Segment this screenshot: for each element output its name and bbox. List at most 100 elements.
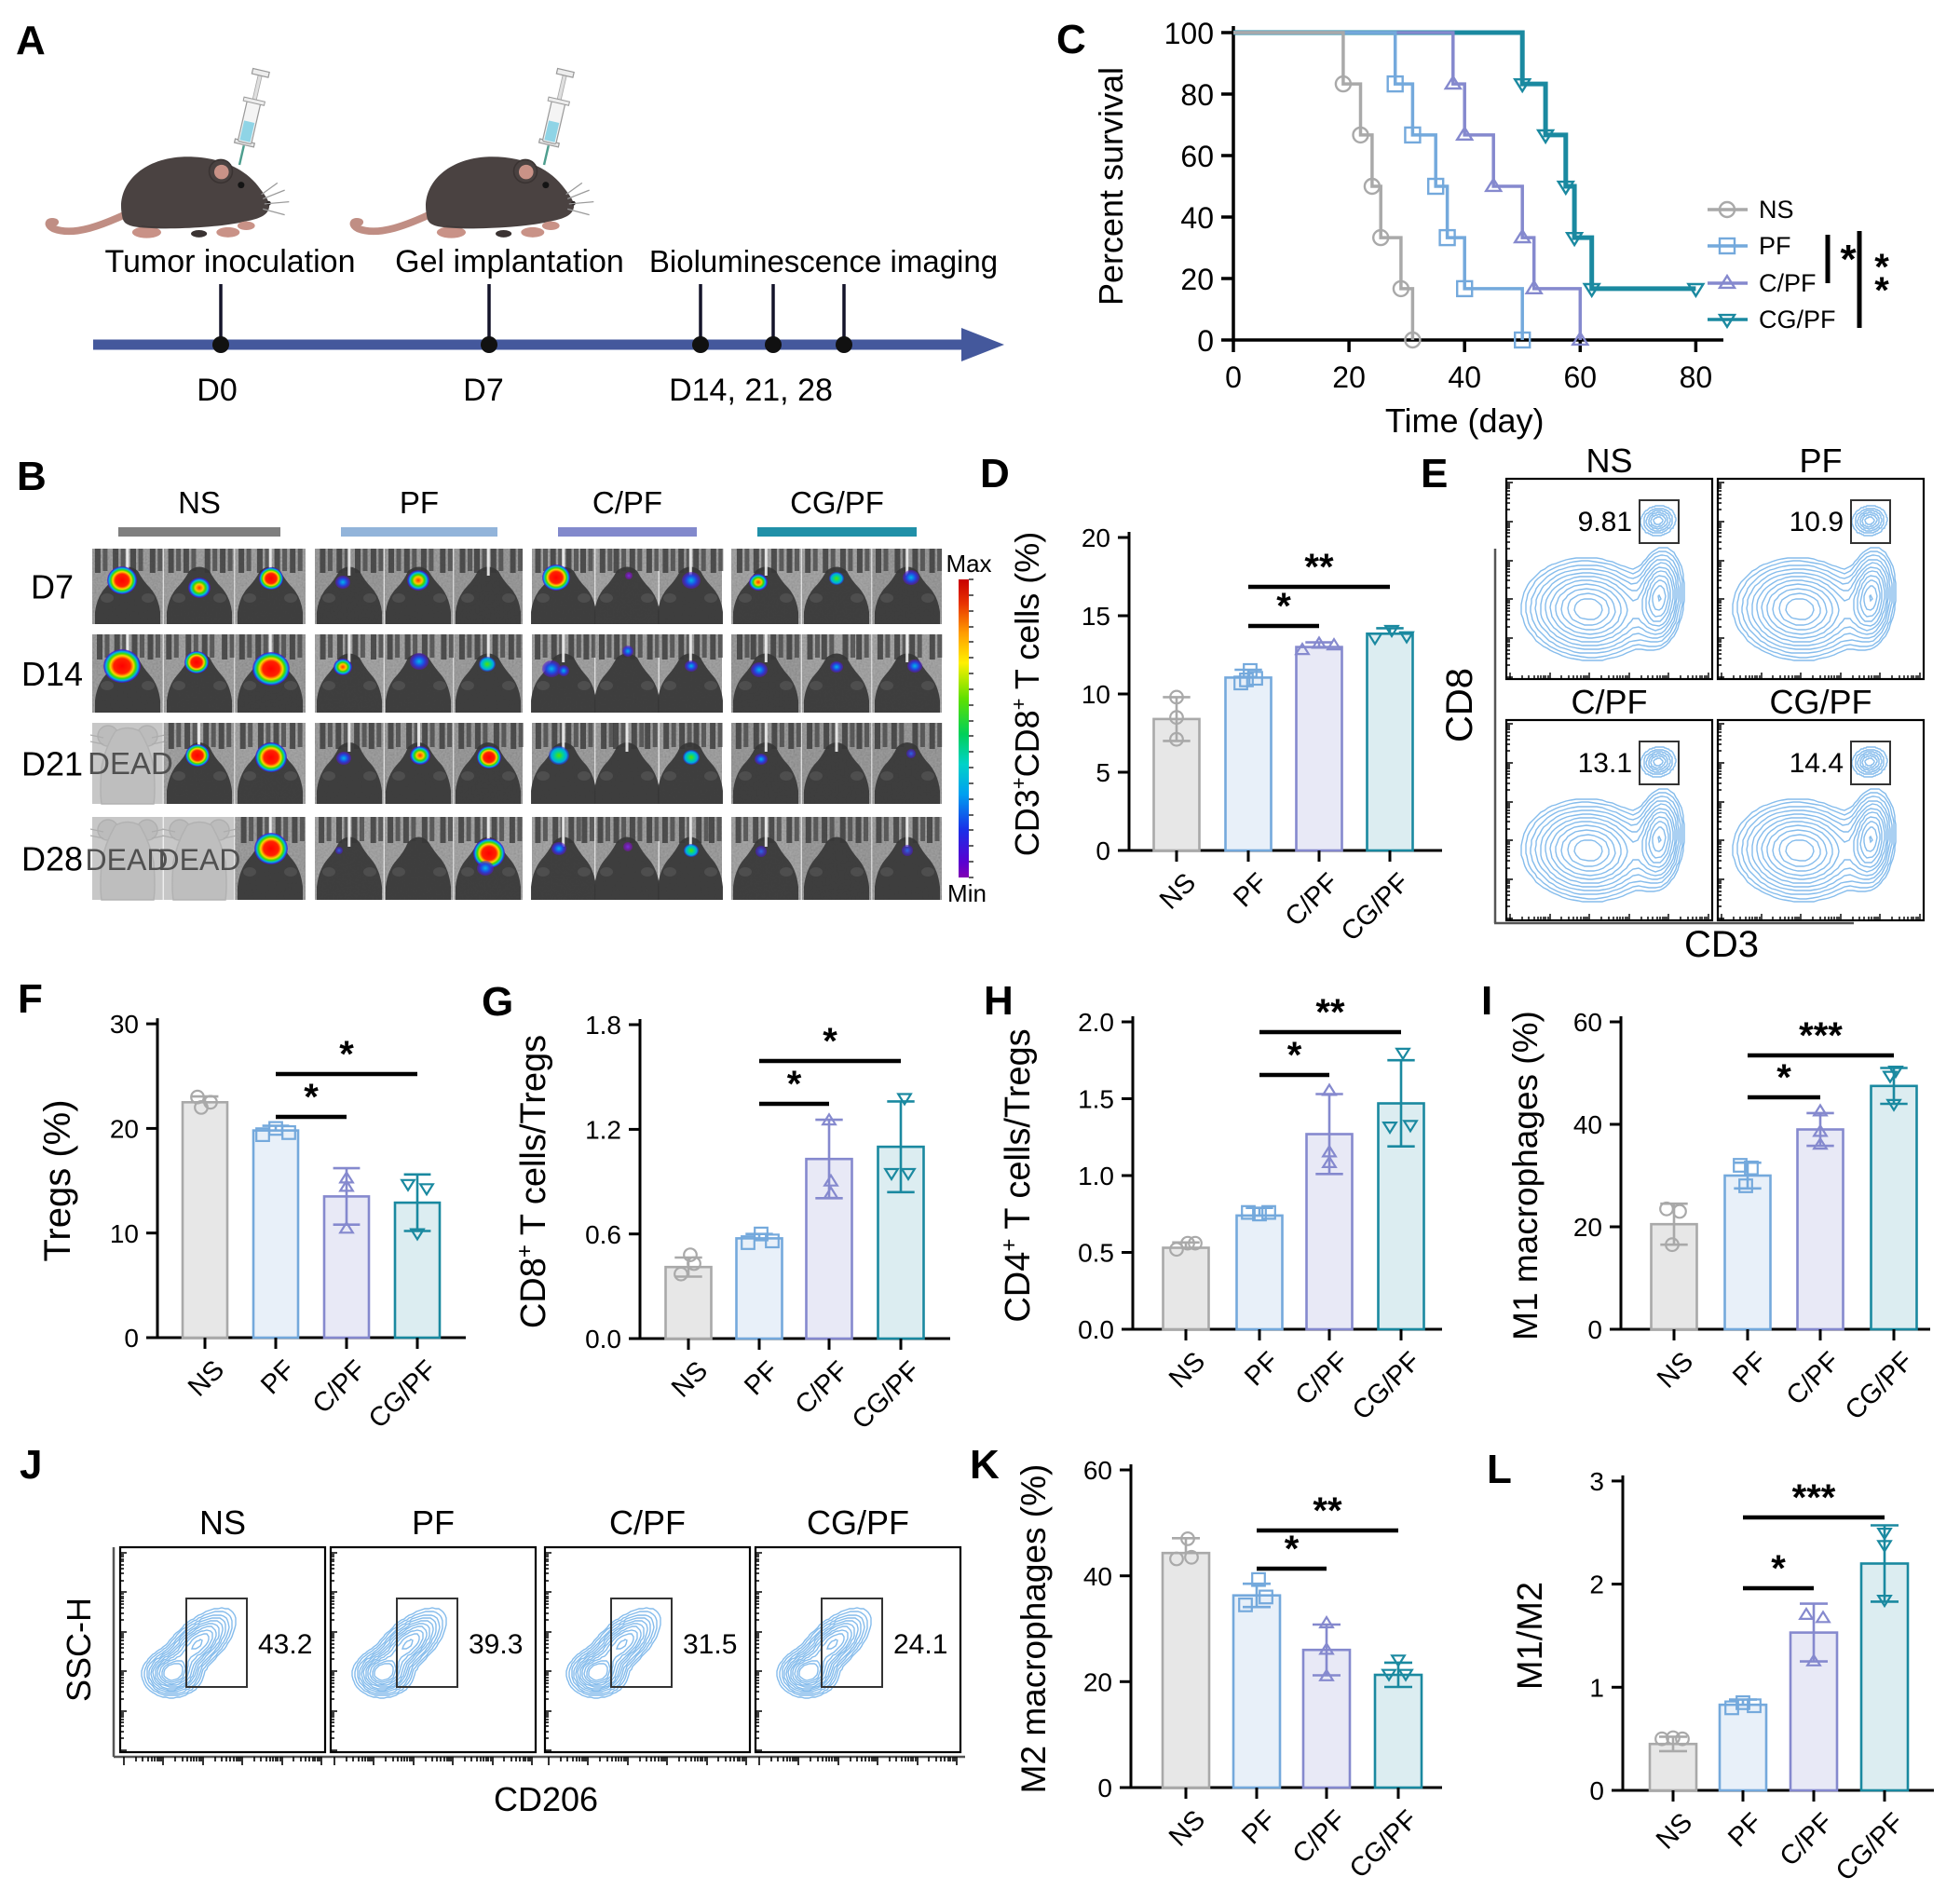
svg-text:G: G [482,979,513,1025]
svg-text:E: E [1421,451,1448,496]
svg-text:***: *** [1792,1477,1836,1518]
svg-text:D7: D7 [31,568,74,606]
svg-text:*: * [1874,270,1889,311]
svg-text:40: 40 [1180,201,1214,235]
svg-text:3: 3 [1589,1467,1604,1496]
svg-text:CD3+​CD8+​ T cells (%): CD3+​CD8+​ T cells (%) [1007,532,1046,856]
svg-text:CD206: CD206 [494,1780,598,1818]
svg-text:20: 20 [110,1115,139,1144]
svg-text:*: * [1276,586,1291,627]
svg-text:*: * [339,1034,354,1075]
svg-text:D21: D21 [21,745,83,783]
svg-text:B: B [17,454,47,499]
svg-text:20: 20 [1083,1667,1112,1696]
svg-text:DEAD: DEAD [158,843,241,877]
svg-text:10: 10 [110,1219,139,1248]
svg-text:5: 5 [1096,758,1110,787]
svg-text:31.5: 31.5 [683,1629,737,1660]
svg-text:80: 80 [1180,78,1214,112]
svg-text:60: 60 [1180,140,1214,173]
svg-text:CD8: CD8 [1439,668,1480,742]
svg-text:C: C [1056,17,1086,62]
svg-text:M2 macrophages (%): M2 macrophages (%) [1014,1464,1053,1794]
svg-text:*: * [1771,1548,1786,1589]
svg-text:NS: NS [1759,196,1794,224]
svg-text:1.5: 1.5 [1078,1085,1114,1114]
svg-text:M1/M2: M1/M2 [1511,1582,1550,1690]
svg-text:Bioluminescence imaging: Bioluminescence imaging [649,244,998,279]
svg-text:*: * [1874,247,1889,288]
svg-text:1: 1 [1589,1673,1604,1702]
svg-text:C/PF: C/PF [592,485,662,520]
svg-text:CG/PF: CG/PF [1769,683,1872,721]
svg-text:CD3: CD3 [1684,924,1759,965]
svg-text:PF: PF [400,485,439,520]
svg-text:60: 60 [1564,360,1598,394]
svg-text:DEAD: DEAD [86,843,169,877]
svg-text:D7: D7 [463,373,503,408]
svg-text:2.0: 2.0 [1078,1008,1114,1037]
svg-text:*: * [823,1021,837,1062]
svg-text:10: 10 [1082,680,1110,709]
svg-text:J: J [20,1442,42,1488]
svg-text:0.5: 0.5 [1078,1239,1114,1268]
svg-text:1.8: 1.8 [585,1011,621,1040]
svg-text:15: 15 [1082,602,1110,631]
svg-text:D28: D28 [21,840,83,878]
svg-text:NS: NS [1586,442,1632,480]
svg-text:*: * [304,1077,319,1118]
svg-text:K: K [970,1442,1000,1488]
svg-text:D0: D0 [197,373,237,408]
svg-text:*: * [1287,1035,1302,1076]
svg-text:H: H [984,978,1014,1024]
svg-text:0.6: 0.6 [585,1220,621,1249]
svg-text:1.2: 1.2 [585,1115,621,1144]
svg-text:30: 30 [110,1010,139,1039]
svg-text:0.0: 0.0 [585,1325,621,1353]
svg-text:DEAD: DEAD [88,746,173,781]
svg-text:*: * [1776,1057,1791,1098]
svg-text:CG/PF: CG/PF [807,1503,909,1542]
svg-text:Tumor inoculation: Tumor inoculation [105,244,356,279]
svg-text:0: 0 [1587,1315,1602,1344]
svg-text:CG/PF: CG/PF [1759,306,1836,333]
svg-text:Time (day): Time (day) [1385,401,1545,440]
svg-text:***: *** [1799,1015,1843,1056]
svg-text:20: 20 [1082,524,1110,552]
svg-text:39.3: 39.3 [469,1629,523,1660]
svg-text:24.1: 24.1 [893,1629,947,1660]
svg-text:Min: Min [947,879,987,907]
svg-text:NS: NS [178,485,221,520]
svg-text:*: * [1285,1529,1300,1570]
svg-text:CD8+​ T cells/Tregs: CD8+​ T cells/Tregs [512,1035,553,1328]
svg-text:0: 0 [1096,836,1110,865]
svg-text:**: ** [1315,992,1345,1033]
svg-text:40: 40 [1083,1562,1112,1591]
svg-text:A: A [16,18,46,63]
svg-text:*: * [1840,237,1857,282]
svg-text:F: F [18,976,43,1022]
svg-text:40: 40 [1448,360,1481,394]
svg-text:D: D [980,451,1010,496]
svg-text:100: 100 [1164,17,1214,50]
svg-text:L: L [1487,1447,1512,1492]
svg-text:9.81: 9.81 [1578,507,1632,537]
svg-text:D14: D14 [21,655,83,693]
svg-text:PF: PF [1759,232,1791,260]
svg-text:PF: PF [1799,442,1842,480]
svg-text:0: 0 [1225,360,1242,394]
svg-text:20: 20 [1573,1213,1602,1242]
svg-text:40: 40 [1573,1110,1602,1139]
svg-text:CD4+​ T cells/Tregs: CD4+​ T cells/Tregs [997,1028,1038,1322]
svg-text:13.1: 13.1 [1578,748,1632,779]
svg-text:M1 macrophages (%): M1 macrophages (%) [1506,1011,1545,1340]
svg-text:2: 2 [1589,1571,1604,1599]
svg-text:14.4: 14.4 [1790,748,1844,779]
svg-text:60: 60 [1573,1008,1602,1037]
svg-text:0: 0 [1589,1776,1604,1805]
svg-text:D14, 21, 28: D14, 21, 28 [669,373,833,408]
svg-text:NS: NS [199,1503,246,1542]
svg-text:SSC-H: SSC-H [60,1598,98,1702]
svg-text:I: I [1481,978,1492,1024]
svg-text:0.0: 0.0 [1078,1315,1114,1344]
